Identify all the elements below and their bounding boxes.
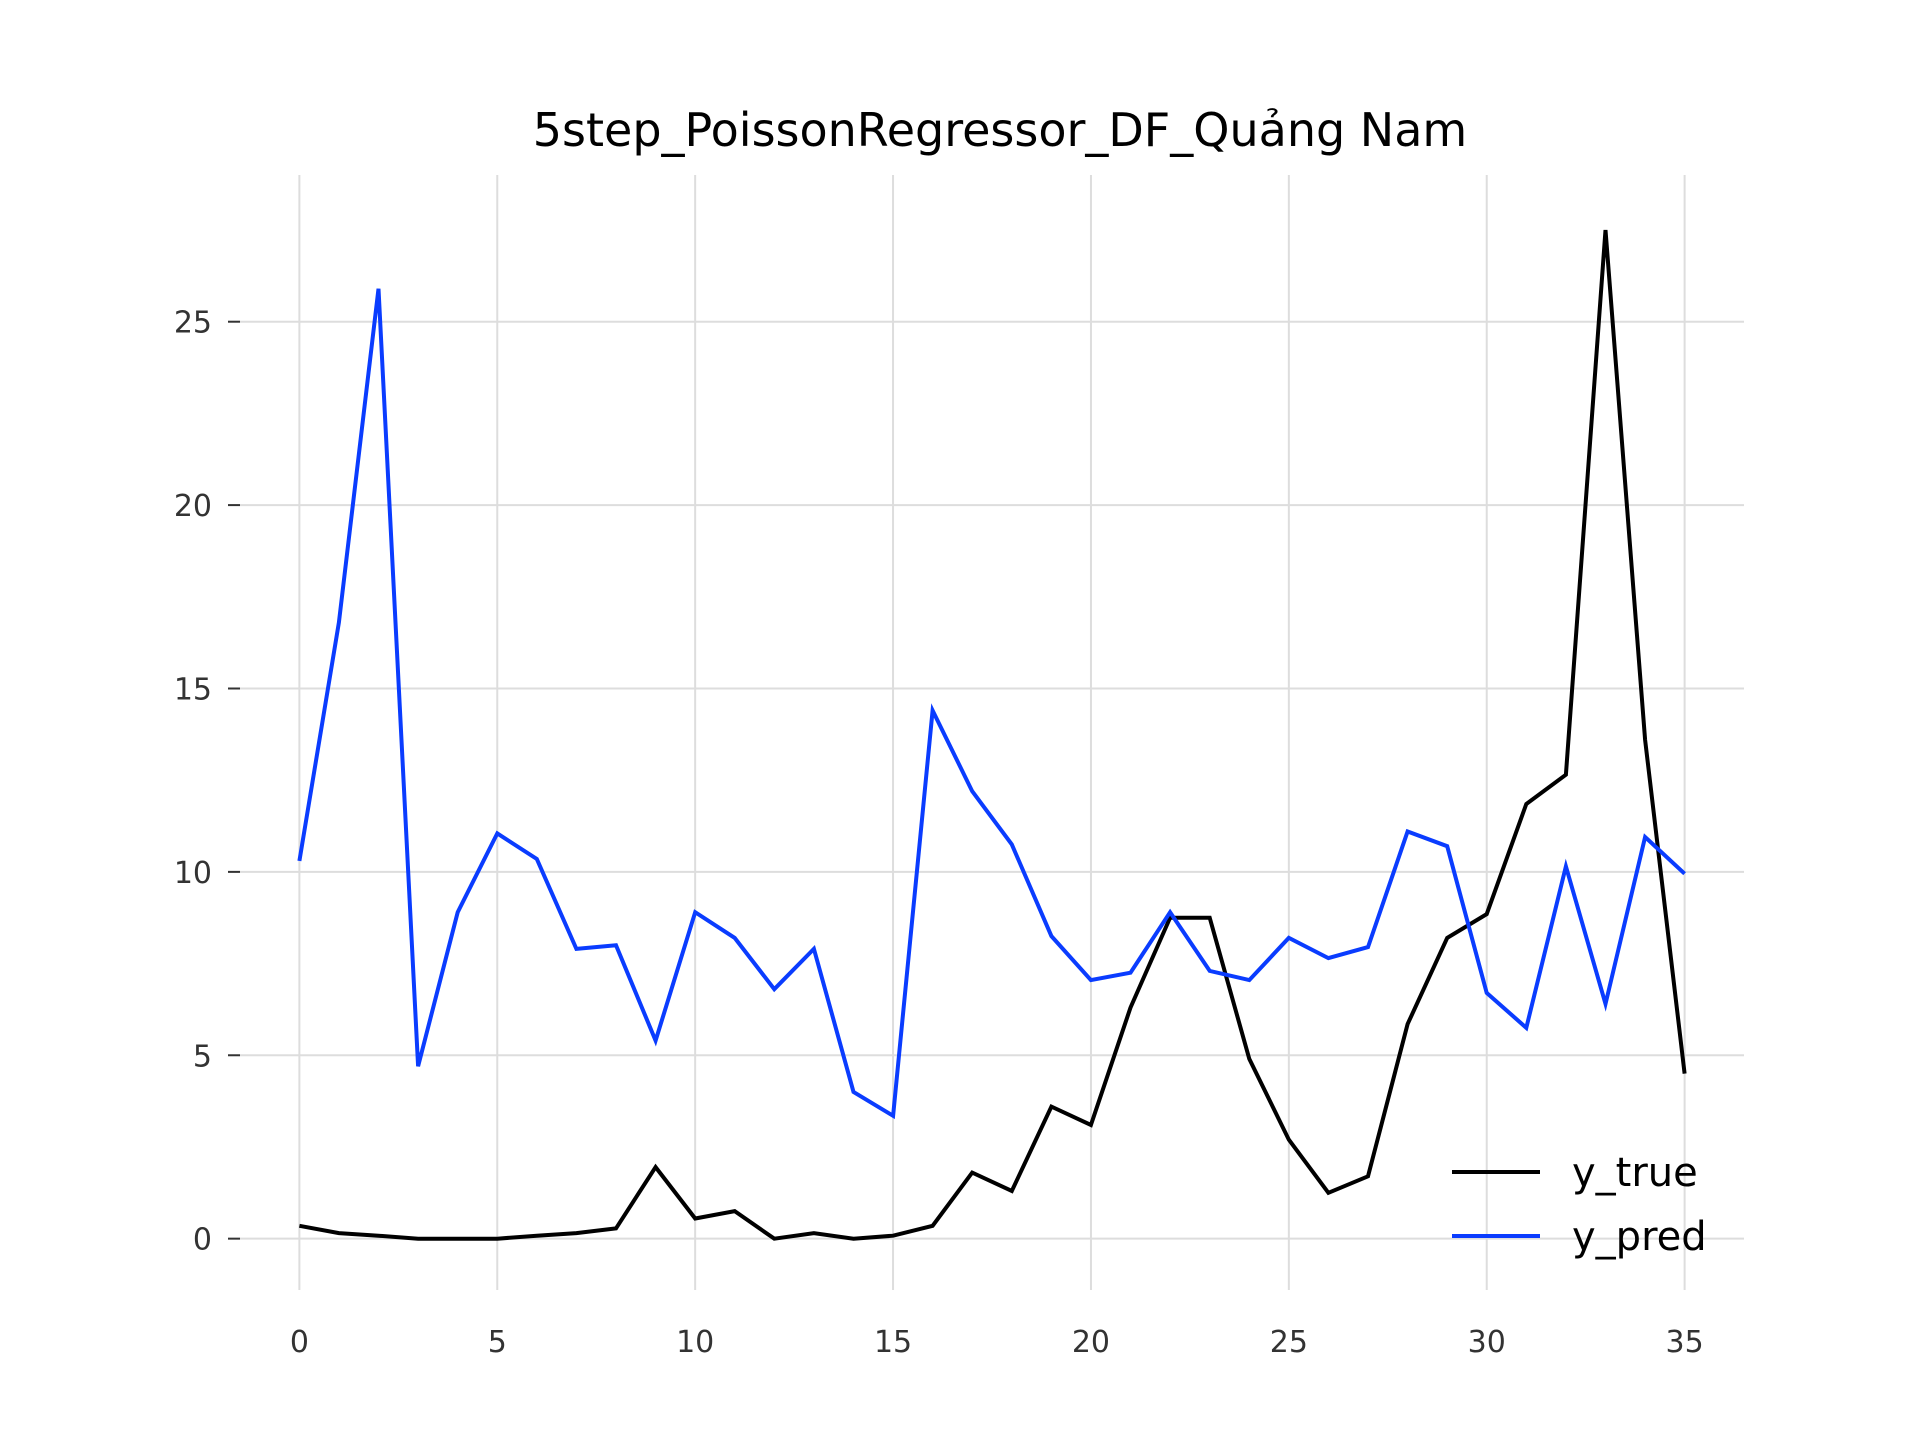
y-tick-label: 20: [174, 489, 212, 524]
legend-label-y-pred: y_pred: [1572, 1214, 1707, 1260]
y-axis: 0 5 10 15 20 25: [174, 306, 240, 1258]
grid: [240, 175, 1744, 1290]
x-tick-label: 5: [488, 1325, 507, 1360]
legend: y_true y_pred: [1452, 1150, 1707, 1260]
x-tick-label: 20: [1072, 1325, 1110, 1360]
chart-title: 5step_PoissonRegressor_DF_Quảng Nam: [533, 103, 1467, 157]
x-tick-label: 0: [290, 1325, 309, 1360]
y-tick-label: 0: [193, 1223, 212, 1258]
x-axis: 0 5 10 15 20 25 30 35: [290, 1325, 1704, 1360]
y-tick-label: 25: [174, 306, 212, 341]
series-line-y-pred: [297, 288, 1686, 1120]
x-tick-label: 10: [676, 1325, 714, 1360]
x-tick-label: 35: [1666, 1325, 1704, 1360]
x-tick-label: 25: [1270, 1325, 1308, 1360]
x-tick-label: 30: [1468, 1325, 1506, 1360]
series-line-y-true: [299, 229, 1687, 1241]
y-tick-label: 5: [193, 1039, 212, 1074]
y-tick-label: 15: [174, 672, 212, 707]
series-group: [297, 229, 1687, 1241]
y-tick-label: 10: [174, 856, 212, 891]
x-tick-label: 15: [874, 1325, 912, 1360]
legend-label-y-true: y_true: [1572, 1150, 1698, 1196]
